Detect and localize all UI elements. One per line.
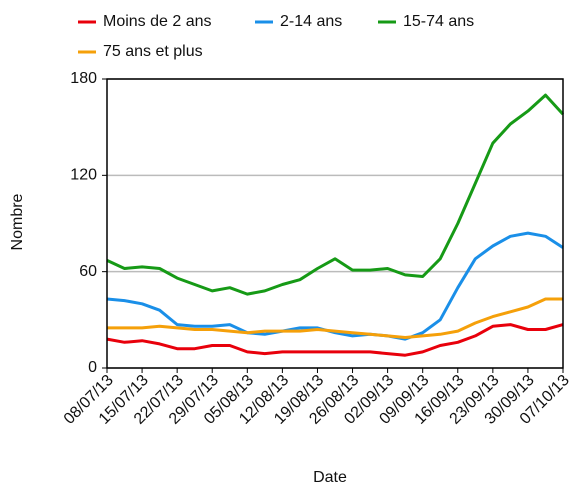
y-tick-label: 120: [70, 167, 97, 184]
x-axis-label: Date: [313, 469, 347, 486]
y-tick-label: 180: [70, 70, 97, 87]
series-line: [106, 323, 564, 357]
series-line: [106, 231, 564, 341]
y-axis-label: Nombre: [9, 193, 26, 250]
legend-label: 2-14 ans: [280, 13, 342, 30]
plot-frame: [106, 78, 564, 369]
legend-label: 15-74 ans: [403, 13, 474, 30]
y-tick-label: 60: [79, 263, 97, 280]
series-line: [107, 297, 563, 339]
y-tick-label: 0: [88, 359, 97, 376]
legend-label: 75 ans et plus: [103, 43, 203, 60]
series-line: [106, 93, 565, 296]
legend-label: Moins de 2 ans: [103, 13, 212, 30]
